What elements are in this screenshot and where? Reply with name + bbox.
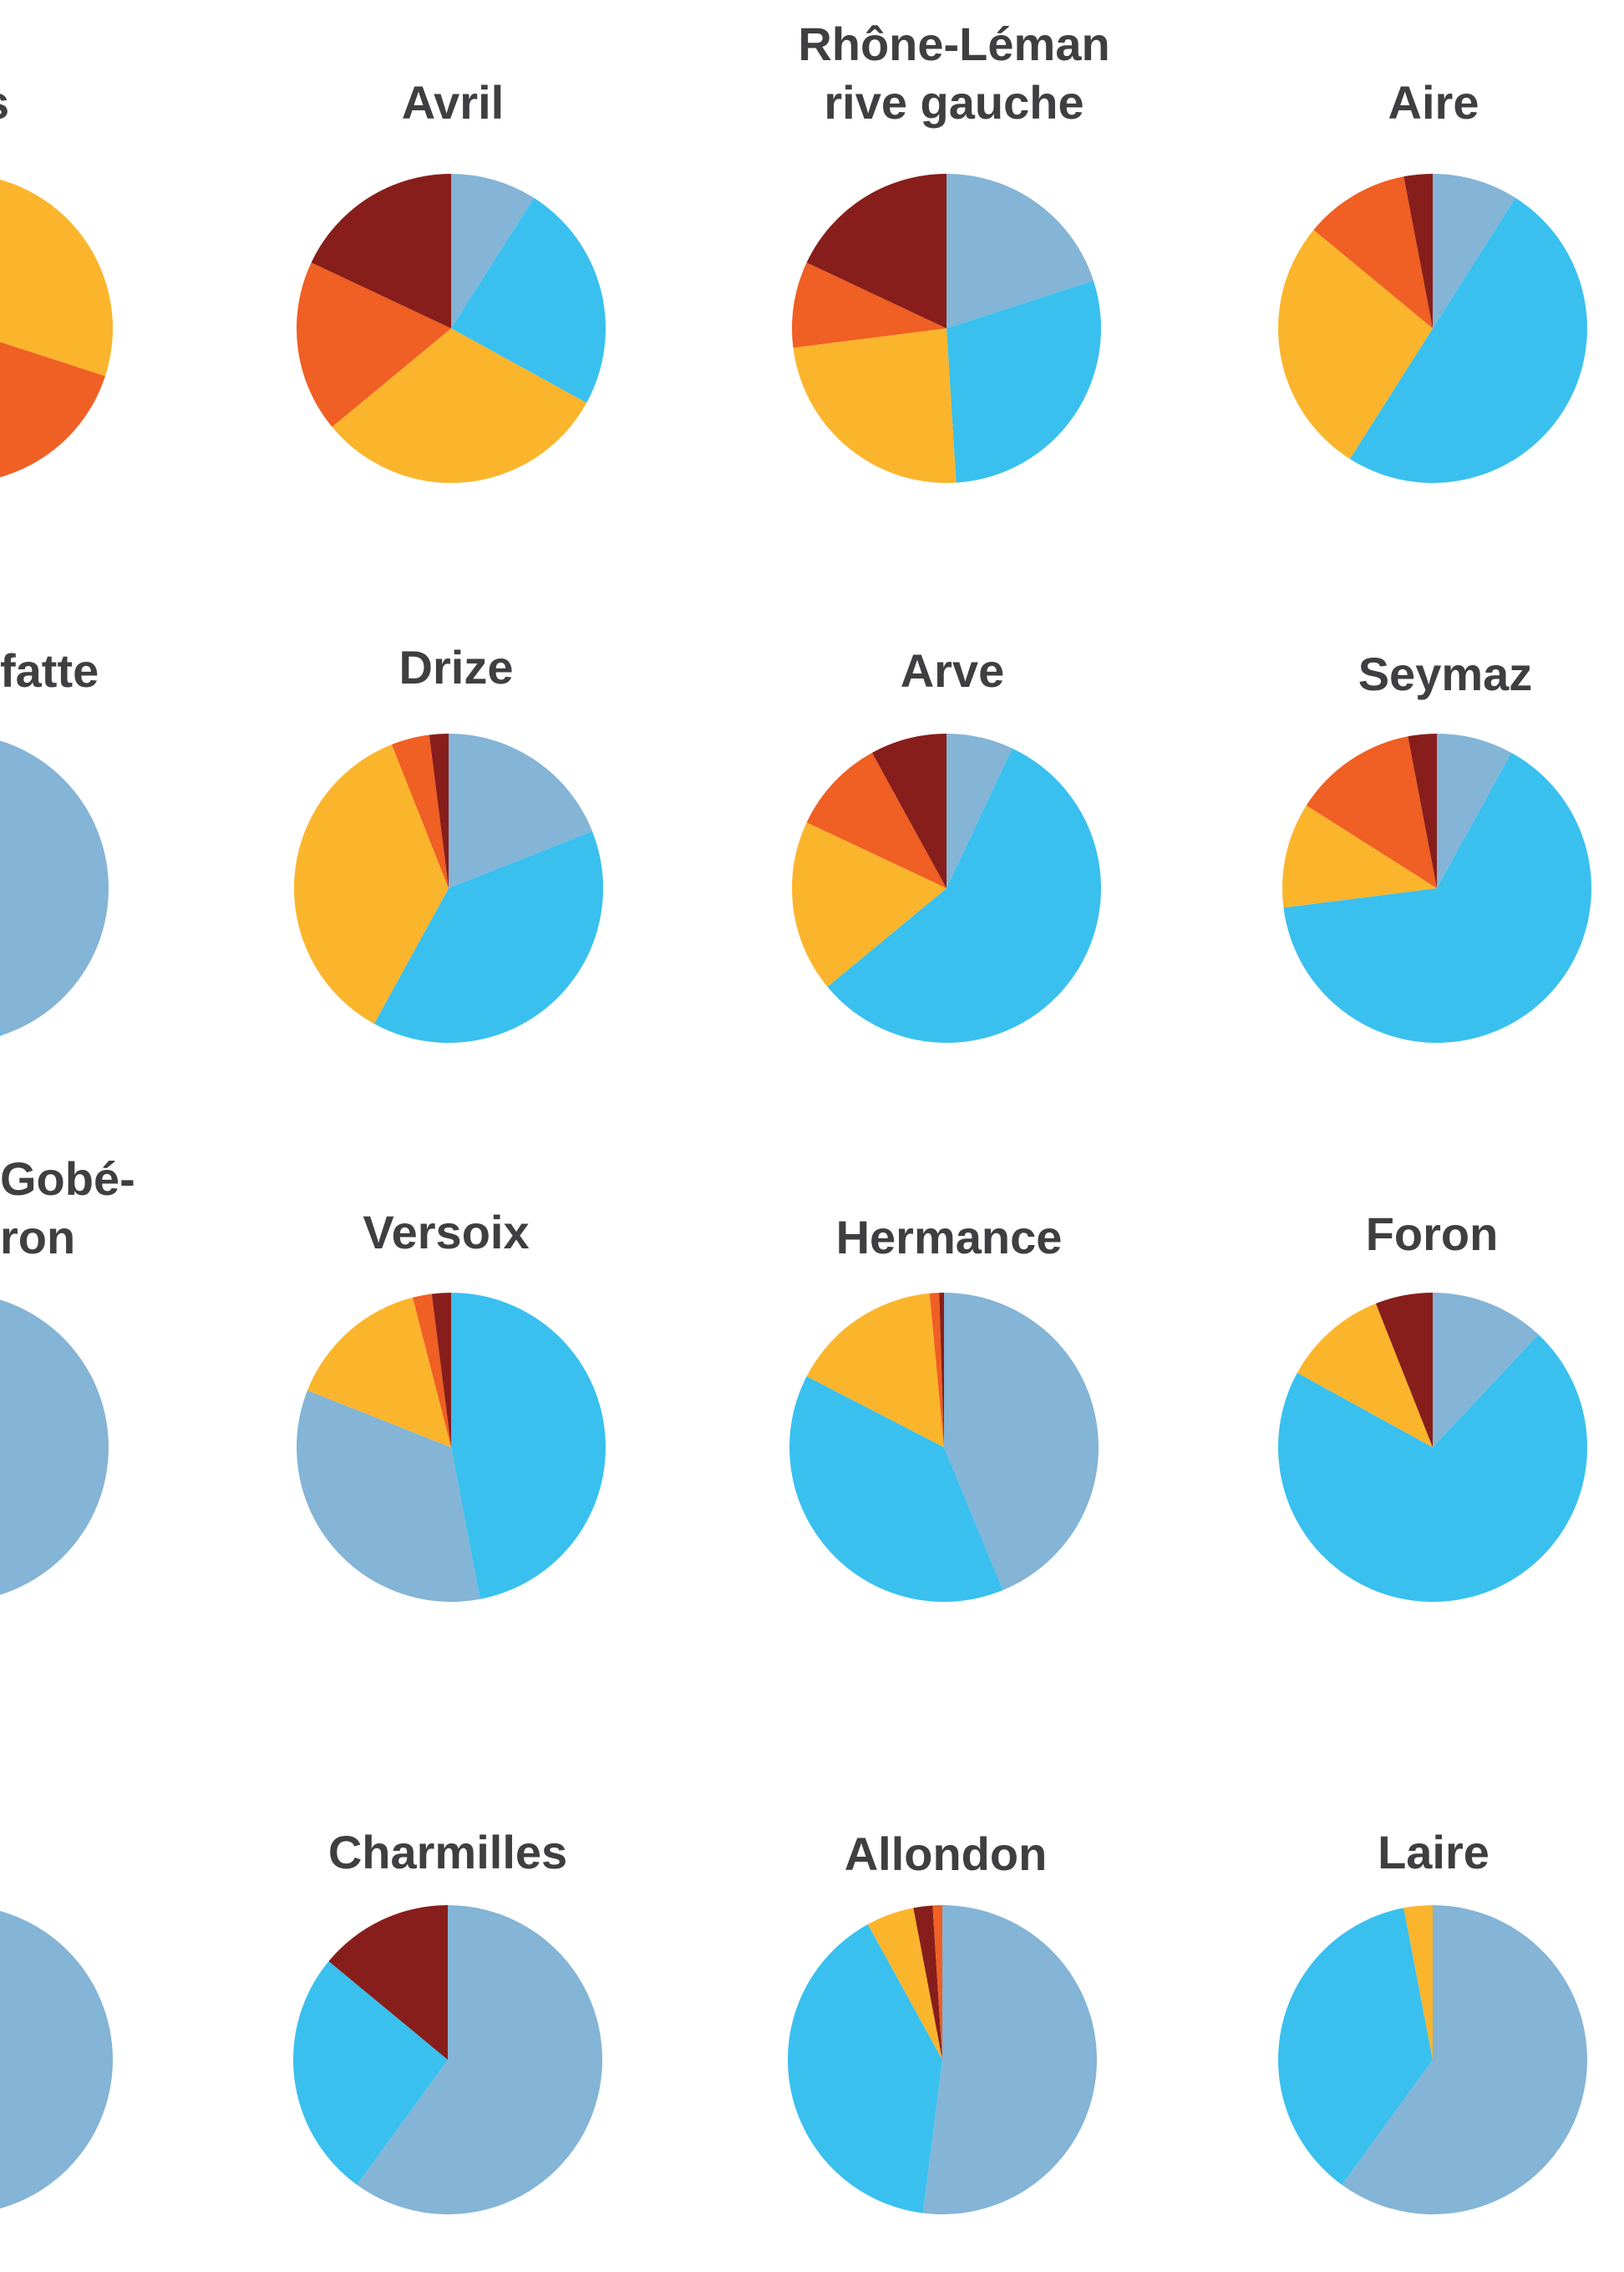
pie-slice-light-blue	[1437, 734, 1512, 888]
pie-slice-light-blue	[449, 734, 593, 888]
pie-title-6: Arve	[900, 644, 1005, 697]
pie-slice-orange	[412, 1294, 451, 1447]
pie-title-1: Avril	[401, 76, 505, 129]
pie-slice-sky-blue	[373, 831, 604, 1044]
pie-slice-light-blue	[922, 1905, 1098, 2214]
pie-title-15: Laire	[1378, 1826, 1490, 1878]
pie-chart-4	[0, 740, 109, 1036]
pie-slice-dark-red	[1408, 734, 1437, 888]
pie-chart-13	[293, 1905, 602, 2214]
pie-slice-yellow	[293, 744, 449, 1024]
pie-slice-orange	[806, 752, 946, 888]
pie-slice-dark-red	[429, 734, 449, 888]
pie-slice-yellow	[792, 822, 946, 987]
pie-slice-yellow	[332, 328, 587, 483]
pie-slice-light-blue	[1342, 1905, 1587, 2215]
pie-title-7: Seymaz	[1358, 648, 1533, 700]
pie-chart-11	[1277, 1293, 1587, 1602]
pie-slice-sky-blue	[1283, 752, 1592, 1043]
pie-slice-light-blue	[1433, 1293, 1539, 1447]
pie-slice-dark-red	[431, 1293, 451, 1447]
pie-slice-dark-red	[913, 1905, 942, 2060]
pie-title-10: Hermance	[835, 1211, 1063, 1263]
pie-slice-yellow	[1282, 805, 1437, 908]
pie-slice-yellow	[0, 179, 113, 377]
pie-slice-dark-red	[871, 734, 946, 888]
pie-title-0: s	[0, 74, 33, 132]
pie-chart-5	[293, 734, 604, 1044]
pie-slice-sky-blue	[1277, 1334, 1587, 1602]
pie-chart-12	[0, 1910, 113, 2209]
pie-title-11: Foron	[1365, 1207, 1499, 1260]
pie-slice-sky-blue	[293, 1961, 448, 2185]
pie-slice-yellow	[793, 328, 957, 483]
pie-chart-10	[789, 1293, 1099, 1603]
pie-title-14: Allondon	[844, 1827, 1048, 1880]
pie-slice-dark-red	[1403, 174, 1433, 328]
pie-slice-sky-blue	[946, 280, 1102, 483]
pie-title-8: Gobé- ron	[0, 1152, 135, 1263]
pie-slice-orange	[932, 1905, 942, 2060]
pie-slice-dark-red	[1375, 1293, 1433, 1447]
pie-chart-1	[297, 174, 606, 483]
pie-chart-3	[1278, 174, 1587, 483]
pie-slice-light-blue	[451, 174, 535, 328]
pie-slice-light-blue	[0, 1299, 109, 1595]
pie-slice-light-blue	[946, 174, 1094, 328]
pie-chart-6	[792, 734, 1102, 1044]
pie-slice-sky-blue	[1278, 1908, 1433, 2185]
pie-slice-dark-red	[939, 1293, 944, 1447]
pie-slice-yellow	[307, 1297, 451, 1447]
pie-slice-orange	[391, 734, 449, 888]
pie-chart-2	[792, 174, 1102, 483]
pie-title-13: Charmilles	[327, 1826, 568, 1878]
pie-slice-yellow	[1403, 1905, 1433, 2060]
pie-slice-sky-blue	[451, 197, 606, 404]
pie-chart-15	[1278, 1905, 1587, 2215]
pie-chart-14	[787, 1905, 1098, 2214]
pie-slice-dark-red	[311, 174, 451, 328]
pie-title-5: Drize	[398, 641, 514, 694]
pie-slice-light-blue	[1433, 174, 1516, 328]
pie-slice-yellow	[1278, 230, 1433, 460]
pie-slice-sky-blue	[827, 748, 1102, 1044]
pie-slice-sky-blue	[787, 1924, 942, 2214]
pie-slice-light-blue	[0, 740, 109, 1035]
pie-slice-orange	[792, 262, 946, 348]
pie-slice-yellow	[806, 1293, 944, 1447]
pie-slice-sky-blue	[0, 1029, 3, 1036]
pie-slice-sky-blue	[789, 1376, 1003, 1603]
pie-slice-light-blue	[297, 1390, 480, 1602]
pie-slice-orange	[1306, 736, 1437, 888]
pie-slice-light-blue	[946, 734, 1012, 888]
pie-slice-sky-blue	[1349, 197, 1587, 483]
pie-slice-orange	[0, 342, 105, 478]
pie-slice-orange	[929, 1293, 944, 1447]
pie-slice-light-blue	[0, 1910, 113, 2209]
pie-slice-dark-red	[328, 1905, 448, 2060]
pie-title-9: Versoix	[363, 1206, 530, 1258]
pie-title-2: Rhône-Léman rive gauche	[798, 18, 1110, 129]
pie-chart-0	[0, 179, 113, 478]
pie-slice-dark-red	[806, 174, 946, 328]
pie-slice-light-blue	[357, 1905, 602, 2214]
pie-slice-sky-blue	[451, 1293, 606, 1599]
pie-slice-light-blue	[944, 1293, 1099, 1591]
pie-slice-yellow	[867, 1908, 942, 2060]
pie-chart-7	[1282, 734, 1592, 1043]
pie-chart-8	[0, 1299, 109, 1595]
pie-title-3: Aire	[1388, 76, 1479, 129]
pie-slice-orange	[297, 262, 451, 427]
pie-title-4: fatte	[0, 644, 99, 697]
pie-slice-yellow	[1297, 1303, 1433, 1447]
pie-slice-orange	[1313, 176, 1433, 328]
pie-chart-9	[297, 1293, 606, 1602]
